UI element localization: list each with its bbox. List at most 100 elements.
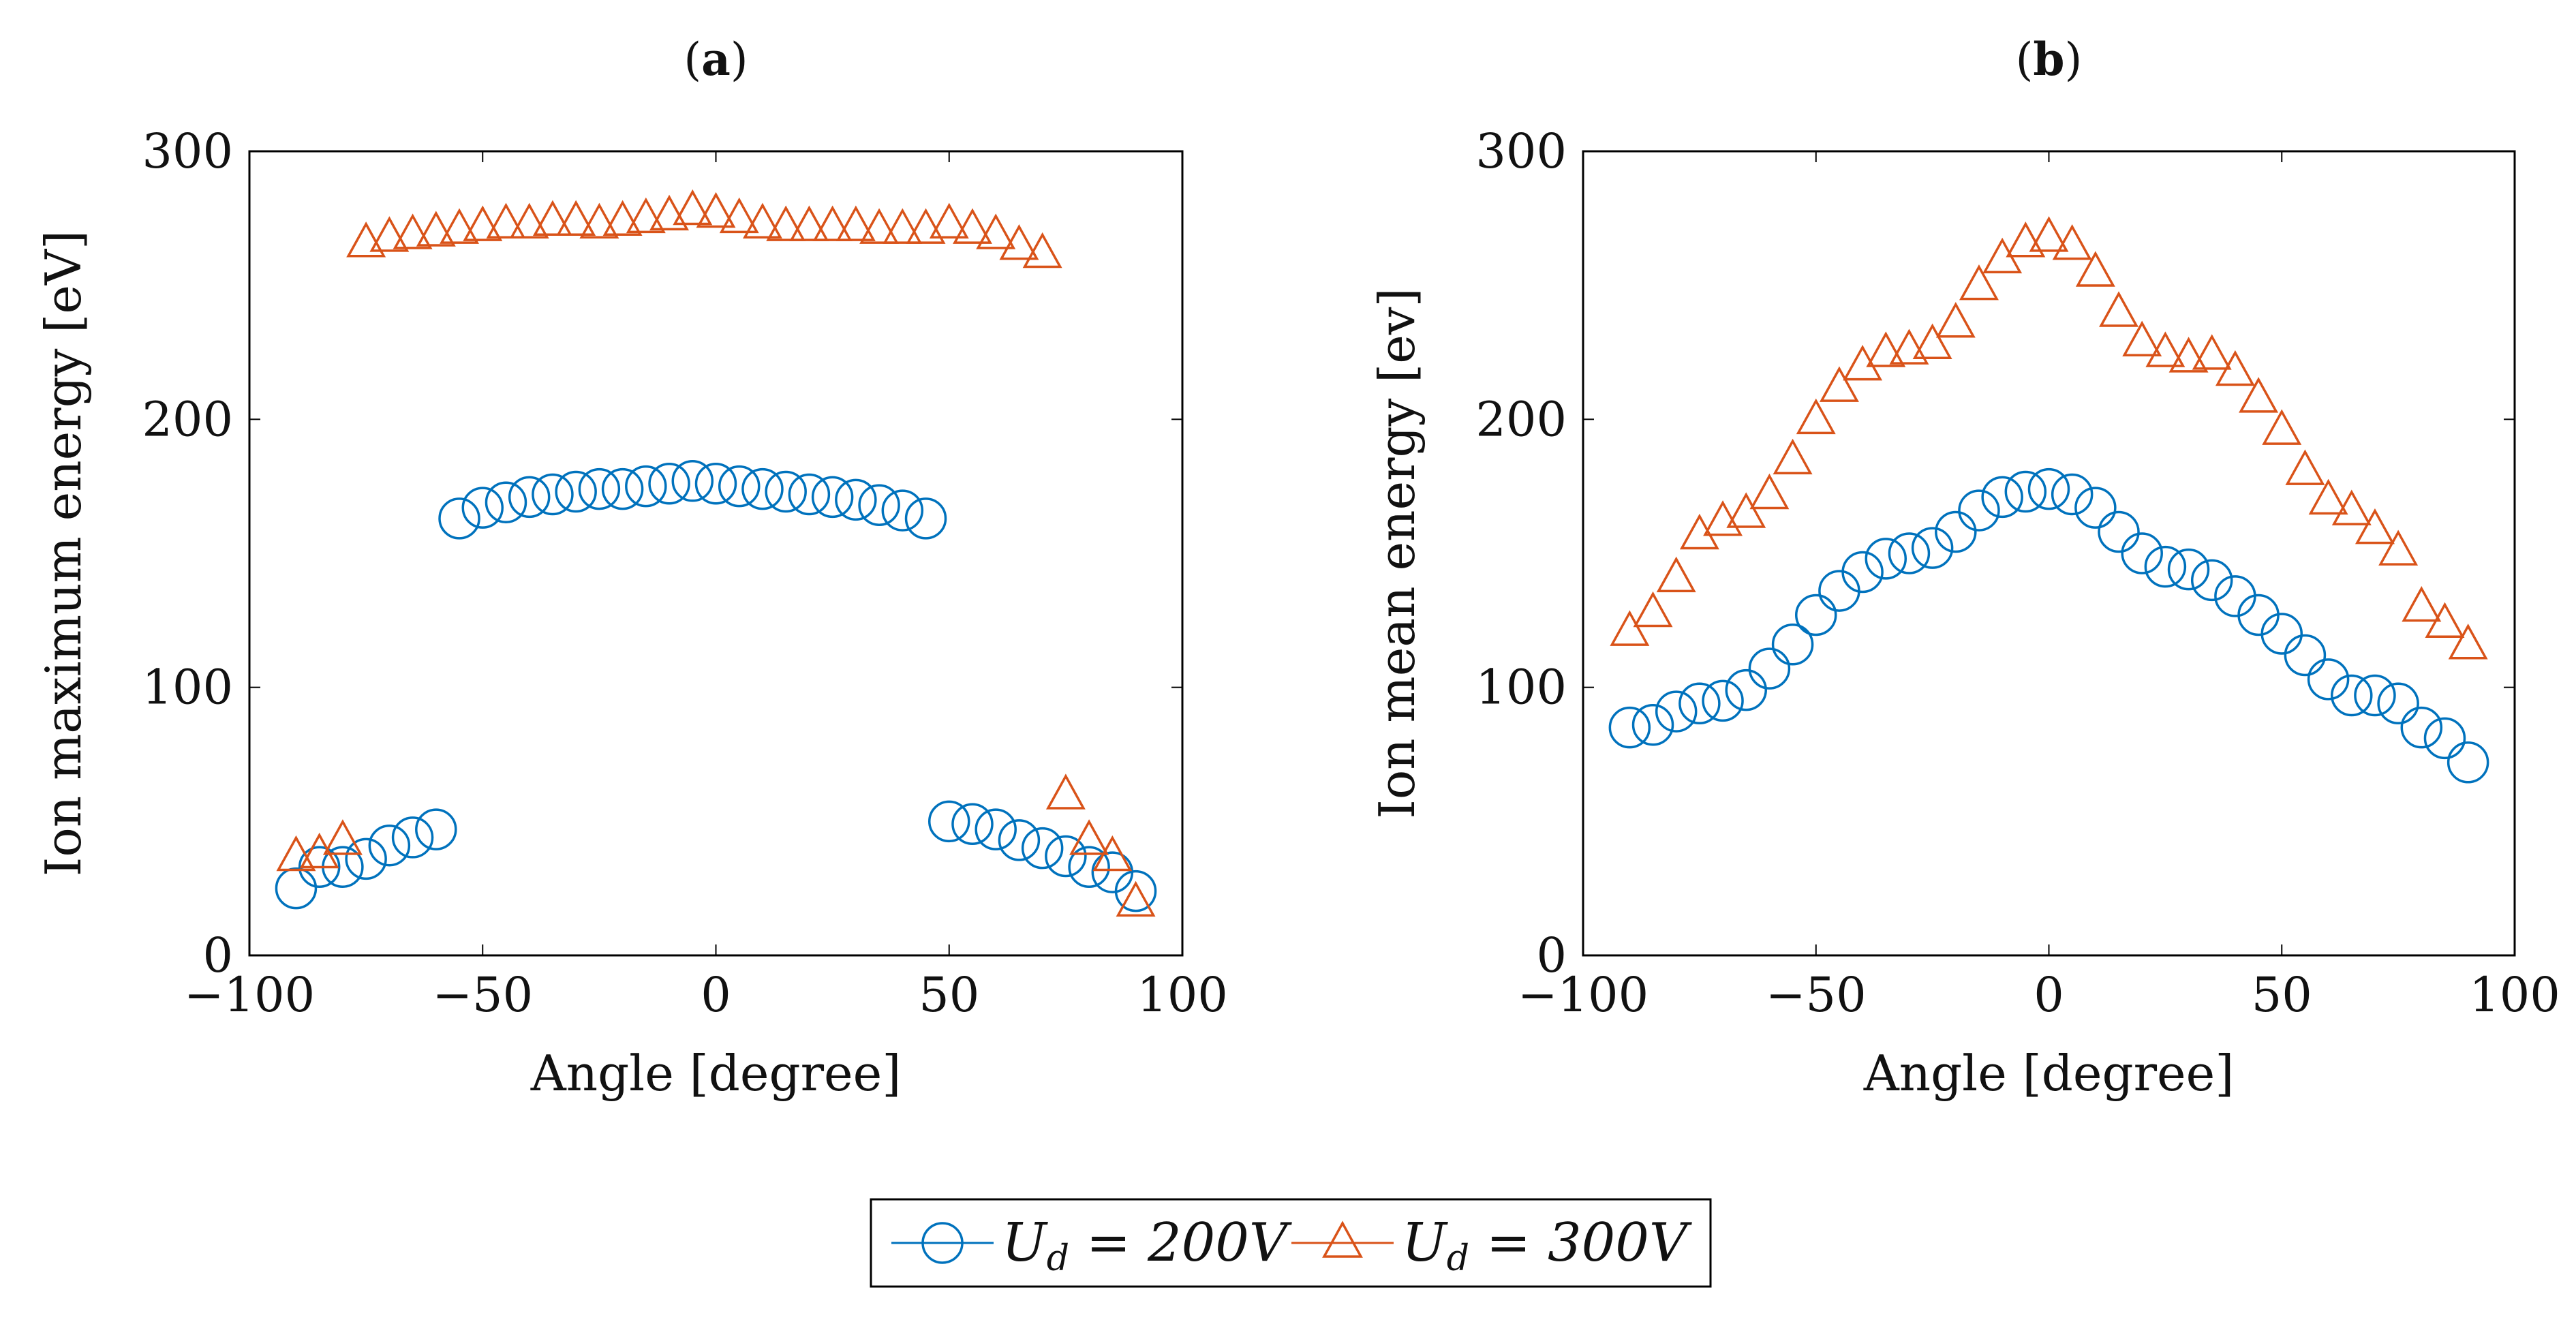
data-point-ud200 (1911, 527, 1954, 569)
panel-title-open: ( (2016, 33, 2034, 86)
legend-marker-ud200 (921, 1222, 964, 1264)
data-point-ud300 (2308, 478, 2348, 515)
data-point-ud300 (1116, 880, 1156, 917)
data-point-ud200 (1045, 835, 1087, 878)
x-tick-label-b: −100 (1518, 967, 1649, 1023)
data-point-ud200 (2144, 545, 2187, 588)
x-tick-label-b: 0 (2034, 967, 2064, 1023)
x-tick-label-a: −50 (432, 967, 533, 1023)
data-point-ud300 (742, 202, 782, 239)
y-tick-label-a: 300 (142, 123, 233, 179)
data-point-ud300 (2192, 334, 2232, 370)
legend-label-ud200-value: = 200V (1069, 1212, 1292, 1274)
data-point-ud300 (766, 205, 806, 241)
data-point-ud300 (1656, 556, 1696, 593)
data-point-ud200 (2331, 674, 2373, 717)
data-point-ud200 (765, 470, 807, 513)
data-point-ud300 (1610, 610, 1650, 646)
data-point-ud300 (2168, 337, 2209, 373)
y-axis-label-b: Ion mean energy [ev] (1368, 288, 1426, 818)
data-point-ud200 (975, 808, 1017, 850)
legend-label-ud200-subscript: d (1047, 1238, 1069, 1279)
data-point-ud200 (1021, 827, 1064, 870)
x-axis-label-a: Angle [degree] (530, 1045, 902, 1102)
data-point-ud300 (2378, 529, 2419, 566)
data-point-ud300 (1796, 398, 1836, 435)
legend-label-ud200-symbol: U (1002, 1212, 1048, 1274)
y-tick-label-b: 300 (1475, 123, 1567, 179)
data-point-ud200 (671, 460, 714, 502)
data-point-ud200 (438, 497, 480, 540)
data-point-ud200 (2447, 741, 2489, 784)
data-point-ud200 (1114, 870, 1157, 912)
data-point-ud300 (416, 211, 456, 247)
data-point-ud300 (486, 202, 526, 239)
data-point-ud200 (835, 478, 877, 521)
data-point-ud300 (369, 216, 410, 252)
data-point-ud300 (463, 205, 503, 241)
data-point-ud200 (2027, 467, 2070, 510)
legend-label-ud300-subscript: d (1447, 1238, 1469, 1279)
data-point-ud200 (275, 867, 318, 910)
data-point-ud300 (2122, 320, 2162, 357)
panel-title-a: (a) (684, 33, 748, 86)
data-point-ud300 (1959, 264, 1999, 301)
data-point-ud300 (2052, 224, 2092, 260)
data-point-ud200 (928, 800, 970, 843)
y-tick-label-b: 0 (1536, 927, 1567, 983)
data-point-ud200 (648, 462, 690, 505)
data-point-ud200 (1771, 623, 1814, 666)
data-point-ud300 (789, 205, 829, 241)
legend-marker-ud300 (1322, 1220, 1363, 1258)
data-point-ud200 (298, 846, 341, 888)
data-point-ud300 (579, 202, 619, 239)
data-point-ud200 (345, 837, 387, 880)
panel-title-close: ) (2065, 33, 2083, 86)
data-point-ud200 (532, 473, 574, 516)
data-point-ud300 (2402, 586, 2442, 622)
data-point-ud200 (2400, 706, 2443, 749)
data-point-ud300 (929, 202, 969, 239)
data-point-ud200 (1702, 679, 1744, 722)
data-point-ud200 (1841, 551, 1884, 594)
x-tick-label-b: 50 (2252, 967, 2312, 1023)
legend-label-ud300-value: = 300V (1469, 1212, 1692, 1274)
data-point-ud300 (1749, 473, 1790, 510)
data-point-ud300 (1866, 331, 1906, 367)
data-point-ud200 (2260, 613, 2303, 655)
data-point-ud200 (858, 484, 900, 526)
data-point-ud300 (1889, 328, 1929, 365)
data-point-ud200 (1725, 668, 1767, 711)
data-point-ud200 (788, 473, 831, 516)
data-point-ud200 (1865, 538, 1907, 580)
data-point-ud200 (2284, 634, 2327, 677)
data-point-ud300 (2099, 291, 2138, 327)
panel-title-b: (b) (2016, 33, 2083, 86)
data-point-ud200 (1655, 690, 1698, 733)
data-point-ud300 (1912, 323, 1952, 359)
data-point-ud200 (1678, 682, 1721, 725)
data-point-ud300 (532, 200, 572, 236)
data-point-ud200 (811, 476, 854, 519)
data-point-ud200 (2354, 674, 2396, 717)
panel-a: (a) −100 −50 0 50 100 0 100 200 300 Angle [degree]… (35, 33, 1228, 1102)
data-point-ud300 (2262, 409, 2302, 445)
legend: Ud = 200V Ud = 300V (870, 1198, 1712, 1288)
data-point-ud300 (1633, 591, 1673, 628)
x-tick-label-a: −100 (184, 967, 315, 1023)
data-point-ud300 (1819, 366, 1859, 402)
data-point-ud200 (2167, 548, 2210, 591)
data-point-ud300 (2215, 350, 2255, 386)
x-tick-label-b: 100 (2469, 967, 2560, 1023)
data-point-ud300 (696, 191, 736, 228)
legend-entry-ud300: Ud = 300V (1291, 1212, 1692, 1279)
data-point-ud300 (2006, 221, 2046, 258)
panel-title-close: ) (731, 33, 748, 86)
x-tick-label-a: 0 (701, 967, 731, 1023)
series-ud300-a (276, 189, 1156, 917)
data-point-ud200 (998, 819, 1041, 861)
data-point-ud200 (1958, 489, 2000, 532)
data-point-ud200 (2074, 487, 2117, 529)
x-axis-label-b: Angle [degree] (1863, 1045, 2235, 1102)
data-point-ud200 (1068, 846, 1110, 888)
